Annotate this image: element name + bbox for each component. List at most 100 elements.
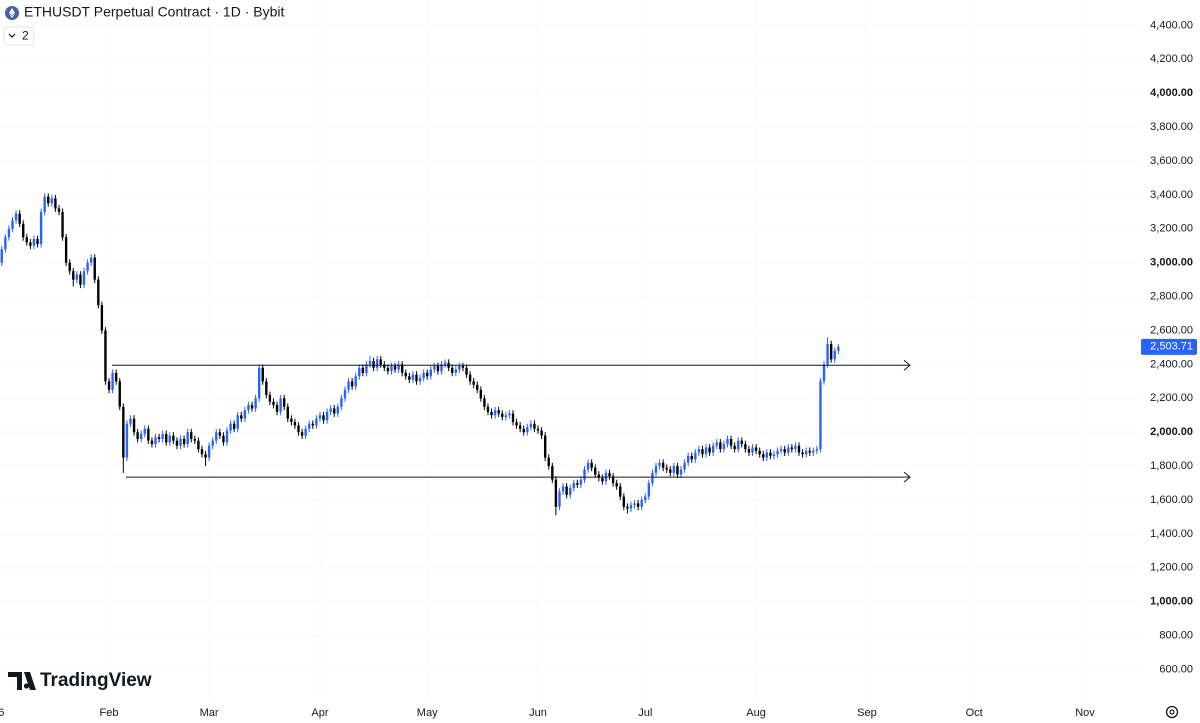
y-tick-label: 1,200.00	[1150, 562, 1193, 574]
candle-body	[186, 432, 189, 445]
candle-body	[318, 415, 322, 419]
candle-body	[526, 427, 529, 433]
indicators-toggle[interactable]	[3, 26, 35, 46]
candle-body	[297, 425, 300, 433]
candle-body	[426, 372, 429, 377]
candle-body	[272, 401, 275, 406]
x-tick-label: 26	[0, 707, 4, 719]
candle-body	[722, 444, 726, 450]
gear-icon[interactable]	[1165, 705, 1179, 719]
candle-body	[247, 405, 250, 411]
candle-body	[640, 500, 643, 507]
candle-body	[636, 503, 640, 507]
candle-body	[336, 406, 340, 414]
candle-body	[719, 442, 722, 450]
candle-body	[422, 372, 425, 378]
candle-body	[443, 362, 447, 365]
chart-title[interactable]: ETHUSDT Perpetual Contract · 1D · Bybit	[24, 4, 284, 20]
y-tick-label: 2,400.00	[1150, 358, 1193, 370]
x-tick-label: Jun	[529, 707, 547, 719]
candle-body	[787, 447, 790, 453]
candle-body	[25, 237, 28, 243]
candle-body	[665, 467, 668, 470]
candle-body	[754, 447, 758, 451]
candle-body	[797, 445, 801, 453]
candle-body	[633, 503, 636, 506]
candle-body	[211, 440, 214, 446]
candle-body	[461, 366, 465, 368]
candle-body	[275, 405, 279, 412]
candle-body	[812, 450, 815, 453]
candle-body	[57, 208, 61, 212]
candle-body	[622, 496, 626, 507]
x-tick-label: Aug	[746, 707, 766, 719]
candle-body	[483, 398, 486, 407]
candle-body	[182, 438, 186, 445]
candle-body	[279, 398, 282, 412]
candle-body	[361, 367, 365, 373]
logo-mark	[8, 672, 36, 690]
candle-body	[769, 452, 772, 456]
candle-body	[733, 445, 736, 450]
candle-body	[515, 422, 518, 426]
candle-body	[790, 447, 794, 450]
candle-body	[225, 430, 229, 443]
candle-body	[629, 505, 633, 509]
y-tick-label: 4,000.00	[1150, 87, 1193, 99]
candle-body	[365, 364, 368, 373]
candle-body	[476, 384, 479, 390]
candle-body	[669, 469, 672, 473]
candle-body	[114, 372, 118, 382]
candle-body	[68, 262, 71, 272]
candle-body	[132, 418, 136, 433]
candle-body	[343, 389, 347, 399]
candle-body	[737, 440, 740, 450]
header: ETHUSDT Perpetual Contract · 1D · Bybit …	[3, 4, 284, 46]
y-tick-label: 3,200.00	[1150, 223, 1193, 235]
y-tick-label: 3,000.00	[1150, 257, 1193, 269]
candle-body	[179, 438, 182, 446]
candle-body	[404, 372, 407, 377]
candle-body	[22, 223, 25, 238]
candle-body	[254, 398, 257, 409]
indicator-count: 2	[22, 29, 29, 43]
candle-body	[315, 418, 318, 426]
candle-body	[794, 445, 797, 450]
candle-body	[229, 423, 232, 431]
candle-body	[397, 364, 400, 370]
candle-body	[358, 367, 361, 377]
candle-body	[615, 483, 618, 487]
y-tick-label: 3,600.00	[1150, 155, 1193, 167]
candle-body	[819, 381, 822, 450]
candle-body	[107, 381, 111, 390]
candle-body	[558, 491, 561, 507]
candle-body	[458, 366, 461, 370]
candle-body	[454, 369, 457, 373]
candle-body	[100, 305, 104, 331]
candle-body	[511, 413, 515, 423]
y-tick-label: 4,200.00	[1150, 53, 1193, 65]
candle-body	[393, 366, 397, 370]
candle-body	[329, 408, 332, 412]
candle-body	[479, 389, 483, 399]
y-tick-label: 3,400.00	[1150, 189, 1193, 201]
candle-body	[311, 423, 314, 426]
watermark-text: TradingView	[40, 670, 152, 691]
candle-body	[150, 440, 154, 445]
candle-body	[829, 344, 833, 360]
settings-button[interactable]	[1165, 705, 1179, 719]
y-tick-label: 1,800.00	[1150, 460, 1193, 472]
candle-body	[619, 486, 622, 497]
y-tick-label: 1,000.00	[1150, 596, 1193, 608]
candle-body	[104, 330, 107, 382]
candle-body	[236, 415, 239, 429]
candle-body	[583, 469, 586, 480]
candle-body	[304, 428, 307, 436]
axes: 600.00 800.00 1,000.00 1,200.00 1,400.00 1,60…	[0, 19, 1197, 719]
candle-body	[93, 257, 96, 280]
candle-body	[561, 486, 565, 492]
candle-body	[175, 440, 179, 446]
candle-body	[283, 398, 286, 407]
candle-body	[379, 359, 382, 365]
candle-body	[522, 428, 525, 433]
